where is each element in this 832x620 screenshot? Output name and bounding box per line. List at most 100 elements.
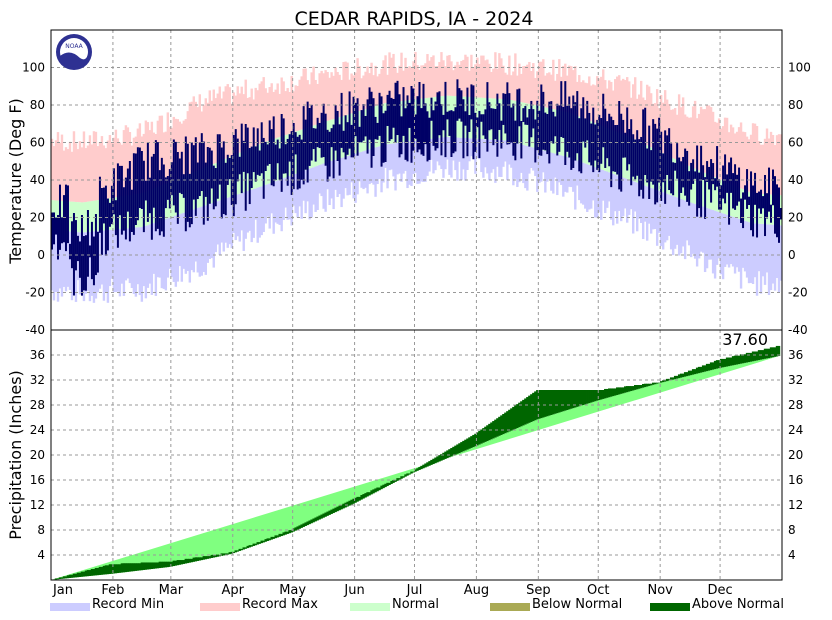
precip-tick-label-left: 32 (30, 373, 45, 387)
record-max-bar (775, 135, 779, 196)
record-min-bar (516, 143, 519, 187)
record-max-bar (192, 96, 196, 173)
precip-tick-label-right: 20 (788, 448, 803, 462)
record-max-bar (330, 72, 333, 120)
record-min-bar (707, 208, 711, 260)
temp-tick-label-left: 20 (30, 211, 45, 225)
record-max-bar (745, 136, 749, 191)
record-max-bar (244, 79, 247, 151)
observed-precip-bar (304, 522, 307, 527)
record-min-bar (282, 178, 285, 221)
observed-precip-bar (727, 357, 731, 367)
record-min-bar (208, 203, 211, 260)
observed-precip-bar (616, 387, 619, 395)
observed-precip-bar (196, 557, 199, 561)
record-min-bar (468, 138, 471, 162)
record-min-bar (286, 176, 289, 220)
record-min-bar (643, 185, 647, 222)
record-max-bar (56, 132, 60, 201)
observed-precip-bar (54, 578, 58, 580)
record-min-bar (134, 227, 138, 297)
observed-precip-bar (560, 390, 563, 412)
legend-swatch (200, 603, 240, 611)
record-min-bar (272, 181, 275, 234)
record-min-bar (677, 198, 681, 256)
observed-precip-bar (512, 406, 515, 430)
record-max-bar (98, 142, 102, 200)
observed-precip-bar (296, 526, 299, 530)
observed-precip-bar (657, 382, 661, 384)
precip-tick-label-right: 36 (788, 348, 803, 362)
record-min-bar (66, 231, 70, 287)
observed-precip-bar (174, 560, 178, 566)
observed-precip-bar (234, 550, 237, 553)
record-min-bar (188, 210, 192, 283)
observed-precip-bar (226, 553, 229, 555)
observed-precip-bar (596, 390, 599, 401)
record-min-bar (244, 191, 247, 239)
record-min-bar (729, 216, 733, 265)
record-max-bar (374, 65, 377, 107)
observed-precip-bar (188, 558, 192, 563)
record-max-bar (532, 63, 535, 105)
observed-precip-bar (478, 430, 481, 445)
record-min-bar (530, 146, 533, 169)
record-max-bar (424, 63, 427, 99)
record-max-bar (622, 78, 625, 135)
record-min-bar (584, 163, 587, 209)
record-max-bar (733, 133, 737, 186)
normal-range-bar (705, 173, 709, 208)
record-max-bar (769, 131, 773, 195)
record-min-bar (506, 140, 509, 181)
record-max-bar (240, 86, 243, 152)
observed-precip-bar (464, 439, 467, 451)
observed-precip-bar (168, 561, 172, 567)
observed-precip-bar (645, 383, 649, 387)
precip-tick-label-right: 32 (788, 373, 803, 387)
record-max-bar (264, 88, 267, 142)
observed-precip-bar (402, 476, 405, 478)
precipitation-axis-label: Precipitation (Inches) (6, 370, 25, 540)
observed-precip-bar (84, 570, 88, 577)
record-min-bar (484, 139, 487, 168)
record-max-bar (526, 64, 529, 104)
record-min-bar (763, 224, 767, 285)
record-min-bar (460, 137, 463, 181)
record-max-bar (336, 71, 339, 118)
record-min-bar (358, 152, 361, 182)
record-max-bar (717, 118, 721, 179)
record-min-bar (178, 214, 182, 267)
record-max-bar (400, 52, 403, 102)
observed-precip-bar (428, 461, 431, 466)
observed-precip-bar (777, 345, 781, 357)
observed-precip-bar (322, 513, 325, 518)
record-max-bar (584, 82, 587, 119)
record-min-bar (264, 184, 267, 224)
precip-tick-label-left: 20 (30, 448, 45, 462)
record-min-bar (705, 207, 709, 269)
record-min-bar (526, 145, 529, 191)
record-min-bar (759, 223, 763, 294)
observed-precip-bar (66, 575, 70, 579)
observed-precip-bar (743, 354, 747, 363)
record-max-bar (158, 115, 162, 187)
record-min-bar (68, 231, 72, 290)
record-max-bar (408, 66, 411, 101)
record-max-bar (739, 122, 743, 189)
record-min-bar (588, 164, 591, 210)
record-min-bar (550, 152, 553, 191)
record-max-bar (671, 109, 675, 159)
record-max-bar (624, 80, 627, 135)
record-max-bar (176, 119, 180, 179)
record-min-bar (637, 183, 641, 219)
precip-tick-label-right: 16 (788, 473, 803, 487)
record-max-bar (761, 144, 765, 194)
record-min-bar (186, 211, 190, 272)
observed-precip-bar (426, 462, 429, 467)
record-min-bar (606, 171, 609, 208)
record-max-bar (406, 68, 409, 101)
record-max-bar (276, 83, 279, 138)
record-min-bar (200, 206, 203, 276)
observed-precip-bar (56, 578, 60, 580)
record-min-bar (590, 165, 593, 209)
